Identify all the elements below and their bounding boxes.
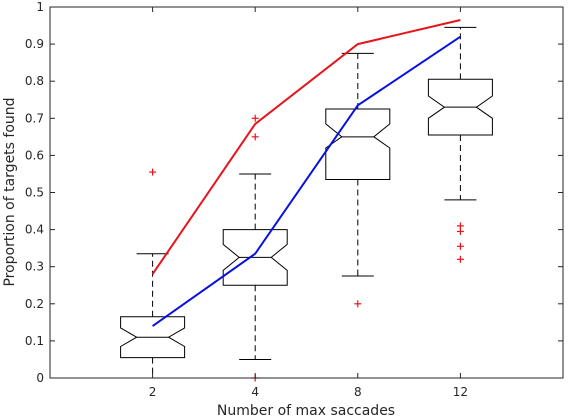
axes: 00.10.20.30.40.50.60.70.80.912 4 8 12: [25, 0, 564, 399]
y-tick-label: 0.6: [25, 148, 44, 162]
x-tick-label: 8: [354, 385, 362, 399]
y-tick-label: 0.9: [25, 37, 44, 51]
plot-area: [120, 19, 493, 382]
box-2: [120, 168, 186, 379]
y-tick-label: 0: [36, 371, 44, 385]
series-line-1: [152, 35, 461, 327]
notched-box: [325, 108, 391, 180]
outlier-marker: [456, 227, 464, 235]
y-tick-label: 0.1: [25, 334, 44, 348]
outlier-marker: [251, 114, 259, 122]
outlier-marker: [149, 168, 157, 176]
box-8: [325, 52, 391, 308]
series-line-0: [151, 19, 461, 275]
x-axis-label: Number of max saccades: [217, 403, 395, 419]
y-tick-label: 0.3: [25, 260, 44, 274]
x-tick-label: 12: [453, 385, 468, 399]
y-tick-label: 0.7: [25, 111, 44, 125]
x-tick-label: 2: [149, 385, 157, 399]
y-tick-label: 0.4: [25, 223, 44, 237]
outlier-marker: [354, 300, 362, 308]
y-tick-label: 0.2: [25, 297, 44, 311]
outlier-marker: [456, 242, 464, 250]
x-tick-label: 4: [251, 385, 259, 399]
box-12: [427, 26, 493, 263]
y-tick-label: 1: [36, 0, 44, 14]
outlier-marker: [456, 255, 464, 263]
y-tick-label: 0.5: [25, 186, 44, 200]
outlier-marker: [251, 133, 259, 141]
y-tick-label: 0.8: [25, 74, 44, 88]
y-axis-label: Proportion of targets found: [2, 97, 18, 286]
